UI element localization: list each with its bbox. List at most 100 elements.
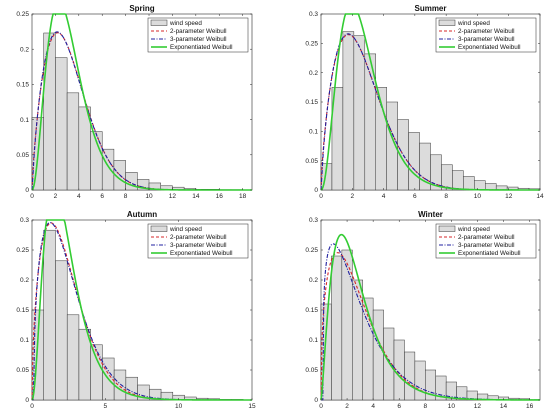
ytick-label-autumn: 0 <box>25 397 29 404</box>
ytick-label-winter: 0 <box>314 397 318 404</box>
chart-title-spring: Spring <box>129 4 154 13</box>
xtick-label-winter: 10 <box>448 403 456 410</box>
ytick-label-spring: 0.05 <box>16 152 29 159</box>
legend-label-winter-2: 3-parameter Weibull <box>458 242 515 249</box>
legend-swatch-bars-spring <box>150 19 168 26</box>
legend-label-summer-0: wind speed <box>457 20 490 27</box>
ytick-label-summer: 0.05 <box>305 158 318 165</box>
xtick-label-spring: 12 <box>169 193 177 200</box>
legend-label-autumn-3: Exponentiated Weibull <box>170 250 233 257</box>
xtick-label-summer: 12 <box>505 193 513 200</box>
bar-winter-6 <box>383 327 395 401</box>
series-autumn-3 <box>31 219 252 401</box>
ytick-label-winter: 0.05 <box>305 367 318 374</box>
xtick-label-spring: 10 <box>145 193 153 200</box>
ytick-label-autumn: 0.25 <box>16 247 29 254</box>
xtick-label-autumn: 10 <box>175 403 183 410</box>
ytick-label-autumn: 0.15 <box>16 307 29 314</box>
xtick-label-spring: 6 <box>100 193 104 200</box>
panel-autumn: 0 5 10 15 0 0.05 0.1 0.15 0.2 0.25 0.3 Autumn wind s… <box>16 210 256 410</box>
bar-winter-1 <box>331 255 343 401</box>
bar-autumn-3 <box>66 314 80 401</box>
legend-label-spring-0: wind speed <box>169 20 202 27</box>
xtick-label-winter: 14 <box>500 403 508 410</box>
ytick-label-winter: 0.3 <box>309 217 318 224</box>
ytick-label-winter: 0.2 <box>309 277 318 284</box>
xtick-label-spring: 4 <box>77 193 81 200</box>
series-summer-3 <box>320 13 540 191</box>
bar-summer-2 <box>342 31 355 191</box>
xtick-label-winter: 4 <box>371 403 375 410</box>
legend-label-winter-3: Exponentiated Weibull <box>458 250 521 257</box>
legend-label-autumn-0: wind speed <box>169 226 202 233</box>
ytick-label-winter: 0.1 <box>309 337 318 344</box>
bar-autumn-5 <box>90 344 103 401</box>
xtick-label-spring: 8 <box>124 193 128 200</box>
bar-winter-9 <box>414 360 426 401</box>
legend-swatch-bars-winter <box>438 225 456 232</box>
xtick-label-summer: 14 <box>536 193 544 200</box>
bar-summer-12 <box>452 170 464 191</box>
panel-spring: 0 2 4 6 8 10 12 14 16 18 0 0.05 0.1 0.15 0.2 0.25 Spring… <box>16 4 253 200</box>
xtick-label-winter: 16 <box>526 403 534 410</box>
legend-label-spring-1: 2-parameter Weibull <box>170 28 227 35</box>
legend-label-winter-1: 2-parameter Weibull <box>458 234 515 241</box>
ytick-label-spring: 0 <box>25 187 29 194</box>
ytick-label-summer: 0 <box>314 187 318 194</box>
xtick-label-winter: 6 <box>397 403 401 410</box>
bar-autumn-2 <box>55 260 68 401</box>
legend-label-summer-2: 3-parameter Weibull <box>458 36 515 43</box>
bar-autumn-1 <box>43 229 56 401</box>
xtick-label-autumn: 5 <box>104 403 108 410</box>
bar-winter-3 <box>352 279 363 401</box>
legend-label-spring-2: 3-parameter Weibull <box>170 36 227 43</box>
ytick-label-spring: 0.15 <box>16 82 29 89</box>
xtick-label-summer: 8 <box>444 193 448 200</box>
legend-label-winter-0: wind speed <box>457 226 490 233</box>
ytick-label-autumn: 0.2 <box>20 277 29 284</box>
ytick-label-spring: 0.25 <box>16 11 29 18</box>
series-spring-1 <box>31 32 252 191</box>
xtick-label-summer: 10 <box>474 193 482 200</box>
legend-label-summer-3: Exponentiated Weibull <box>458 44 521 51</box>
ytick-label-summer: 0.25 <box>305 41 318 48</box>
xtick-label-winter: 2 <box>345 403 349 410</box>
panel-summer: 0 2 4 6 8 10 12 14 0 0.05 0.1 0.15 0.2 0.25 0.3 Summer w… <box>305 4 544 200</box>
ytick-label-autumn: 0.3 <box>20 217 29 224</box>
series-spring-3 <box>31 13 252 191</box>
xtick-label-spring: 0 <box>30 193 34 200</box>
chart-title-winter: Winter <box>418 210 443 219</box>
bar-spring-3 <box>66 92 80 191</box>
chart-title-summer: Summer <box>414 4 446 13</box>
bar-summer-8 <box>408 132 420 191</box>
xtick-label-spring: 2 <box>54 193 58 200</box>
bar-winter-5 <box>372 309 384 401</box>
xtick-label-winter: 8 <box>423 403 427 410</box>
xtick-label-winter: 12 <box>474 403 482 410</box>
xtick-label-spring: 18 <box>239 193 247 200</box>
bar-summer-13 <box>463 176 475 191</box>
legend-label-autumn-2: 3-parameter Weibull <box>170 242 227 249</box>
ytick-label-winter: 0.15 <box>305 307 318 314</box>
xtick-label-summer: 6 <box>413 193 417 200</box>
legend-swatch-bars-summer <box>438 19 456 26</box>
xtick-label-winter: 0 <box>319 403 323 410</box>
ytick-label-summer: 0.15 <box>305 99 318 106</box>
legend-label-spring-3: Exponentiated Weibull <box>170 44 233 51</box>
bar-summer-15 <box>485 183 497 191</box>
ytick-label-summer: 0.1 <box>309 129 318 136</box>
legend-swatch-bars-autumn <box>150 225 168 232</box>
ytick-label-winter: 0.25 <box>305 247 318 254</box>
bar-autumn-7 <box>113 369 127 401</box>
legend-label-summer-1: 2-parameter Weibull <box>458 28 515 35</box>
legend-label-autumn-1: 2-parameter Weibull <box>170 234 227 241</box>
bar-summer-3 <box>353 35 366 191</box>
bar-spring-2 <box>55 57 68 191</box>
xtick-label-autumn: 15 <box>248 403 256 410</box>
xtick-label-summer: 4 <box>382 193 386 200</box>
